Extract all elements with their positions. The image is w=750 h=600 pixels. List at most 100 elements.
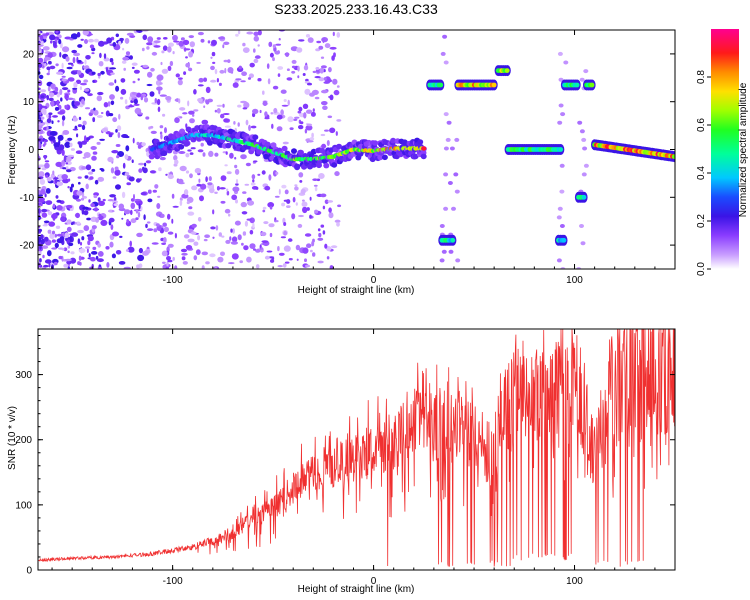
- ridge-halo: [148, 153, 155, 160]
- noise-speck: [87, 93, 93, 97]
- noise-speck: [312, 178, 318, 181]
- noise-speck: [250, 182, 256, 186]
- noise-speck: [231, 194, 238, 201]
- noise-speck: [115, 129, 118, 133]
- noise-speck: [38, 98, 42, 104]
- noise-speck: [102, 198, 106, 202]
- noise-speck: [93, 194, 98, 199]
- noise-speck: [197, 149, 204, 153]
- noise-speck: [291, 70, 296, 74]
- noise-speck: [234, 220, 241, 226]
- segment-point: [491, 82, 497, 88]
- noise-speck: [93, 38, 99, 43]
- noise-speck: [71, 49, 77, 54]
- noise-speck: [64, 105, 68, 110]
- noise-speck: [216, 78, 219, 83]
- noise-speck: [196, 183, 202, 187]
- noise-speck: [557, 206, 563, 211]
- noise-speck: [218, 36, 225, 40]
- y-tick-label: 20: [23, 49, 35, 60]
- noise-speck: [92, 246, 97, 250]
- noise-speck: [77, 229, 84, 234]
- noise-speck: [276, 114, 283, 120]
- noise-speck: [71, 100, 76, 107]
- noise-speck: [296, 258, 299, 261]
- noise-speck: [556, 258, 562, 263]
- noise-speck: [124, 154, 129, 160]
- noise-speck: [283, 99, 287, 102]
- segment-point: [671, 154, 675, 159]
- noise-speck: [233, 121, 236, 125]
- noise-speck: [155, 223, 160, 227]
- spectrogram-x-ticks: -100 0 100: [51, 30, 676, 286]
- noise-speck: [244, 220, 248, 227]
- noise-speck: [81, 166, 87, 170]
- noise-speck: [178, 77, 183, 80]
- noise-speck: [44, 236, 49, 242]
- noise-speck: [264, 111, 268, 117]
- noise-speck: [110, 100, 115, 106]
- noise-speck: [198, 178, 201, 183]
- noise-speck: [162, 113, 166, 117]
- noise-speck: [282, 263, 287, 268]
- noise-speck: [77, 176, 82, 179]
- noise-speck: [314, 76, 321, 79]
- noise-speck: [443, 206, 449, 211]
- noise-speck: [142, 250, 149, 256]
- noise-speck: [557, 51, 563, 56]
- noise-speck: [167, 65, 172, 71]
- noise-speck: [63, 247, 68, 252]
- noise-speck: [61, 248, 65, 251]
- noise-speck: [234, 164, 238, 169]
- noise-speck: [162, 45, 168, 51]
- noise-speck: [294, 184, 298, 187]
- noise-speck: [204, 234, 211, 238]
- y-tick-label: 100: [15, 500, 32, 511]
- ridge-halo: [323, 162, 330, 169]
- noise-speck: [252, 222, 255, 229]
- noise-speck: [178, 151, 186, 154]
- noise-speck: [90, 256, 96, 262]
- ridge-halo: [183, 141, 190, 147]
- noise-speck: [160, 61, 163, 66]
- noise-speck: [39, 111, 42, 116]
- noise-speck: [118, 261, 126, 265]
- noise-speck: [581, 137, 587, 142]
- noise-speck: [199, 195, 204, 202]
- noise-speck: [305, 125, 313, 131]
- noise-speck: [583, 163, 589, 168]
- noise-speck: [312, 70, 317, 74]
- noise-speck: [272, 170, 278, 177]
- noise-speck: [146, 42, 153, 46]
- noise-speck: [133, 193, 135, 201]
- noise-speck: [85, 137, 91, 141]
- noise-speck: [237, 104, 242, 108]
- noise-speck: [181, 256, 186, 261]
- noise-speck: [43, 63, 47, 67]
- noise-speck: [306, 243, 312, 248]
- noise-speck: [47, 211, 53, 216]
- noise-speck: [189, 173, 193, 179]
- noise-speck: [40, 104, 43, 110]
- noise-speck: [286, 199, 291, 204]
- noise-speck: [167, 243, 174, 248]
- noise-speck: [128, 176, 135, 182]
- noise-speck: [230, 241, 238, 245]
- noise-speck: [109, 67, 117, 70]
- noise-speck: [48, 112, 53, 115]
- noise-speck: [53, 139, 56, 144]
- noise-speck: [163, 37, 168, 40]
- noise-speck: [72, 56, 76, 64]
- noise-speck: [314, 186, 318, 192]
- noise-speck: [65, 166, 69, 169]
- noise-speck: [61, 174, 68, 180]
- noise-speck: [67, 245, 71, 249]
- noise-speck: [49, 131, 57, 136]
- noise-speck: [83, 210, 89, 216]
- noise-speck: [282, 141, 289, 145]
- noise-speck: [163, 226, 169, 233]
- noise-speck: [147, 198, 153, 203]
- noise-speck: [160, 213, 165, 218]
- noise-speck: [67, 77, 75, 82]
- noise-speck: [243, 101, 250, 109]
